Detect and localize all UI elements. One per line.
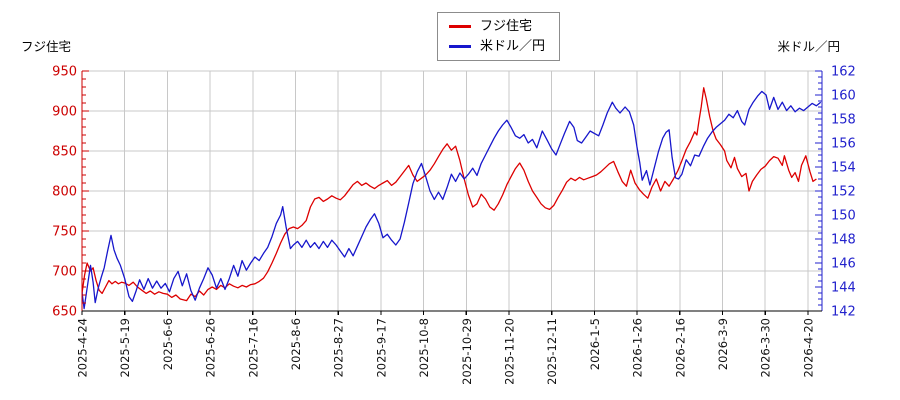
- x-tick-label: 2026-3-30: [759, 318, 773, 378]
- y-tick-label-right: 146: [831, 257, 856, 272]
- y-tick-label-right: 148: [831, 233, 856, 248]
- legend-dash-fuji-icon: [449, 25, 471, 28]
- legend-dash-usdjpy-icon: [449, 45, 471, 48]
- legend-label-usdjpy: 米ドル／円: [480, 39, 546, 54]
- x-tick-label: 2026-1-5: [588, 318, 602, 370]
- legend-item-usdjpy: 米ドル／円: [449, 40, 545, 53]
- series-line-1: [82, 90, 822, 310]
- y-tick-label-left: 750: [52, 225, 77, 240]
- x-tick-label: 2025-4-24: [76, 318, 90, 378]
- right-axis-title: 米ドル／円: [777, 39, 840, 54]
- x-tick-label: 2025-5-19: [118, 318, 132, 378]
- x-tick-label: 2025-6-6: [161, 318, 175, 370]
- legend-label-fuji: フジ住宅: [480, 19, 533, 34]
- x-axis: 2025-4-24 2025-5-19 2025-6-6 2025-6-26 2025-…: [76, 310, 822, 385]
- x-tick-label: 2025-10-29: [460, 318, 474, 385]
- x-tick-label: 2026-4-20: [801, 318, 815, 378]
- x-tick-label: 2025-8-6: [289, 318, 303, 370]
- x-tick-label: 2025-12-11: [545, 318, 559, 385]
- y-tick-label-right: 152: [831, 185, 856, 200]
- y-tick-label-left: 800: [52, 185, 77, 200]
- x-tick-label: 2025-11-20: [503, 318, 517, 385]
- x-tick-label: 2026-2-16: [673, 318, 687, 378]
- y-tick-label-left: 950: [52, 65, 77, 80]
- y-tick-label-right: 156: [831, 137, 856, 152]
- y-tick-label-right: 154: [831, 161, 856, 176]
- left-axis: 950 900 850 800 750 700 650: [52, 65, 89, 320]
- y-tick-label-left: 650: [52, 305, 77, 320]
- y-tick-label-right: 150: [831, 209, 856, 224]
- x-tick-label: 2025-6-26: [204, 318, 218, 378]
- y-tick-label-right: 160: [831, 89, 856, 104]
- series-lines: [82, 87, 822, 310]
- x-tick-label: 2026-1-26: [631, 318, 645, 378]
- x-tick-label: 2026-3-9: [716, 318, 730, 370]
- x-tick-label: 2025-9-17: [374, 318, 388, 378]
- y-tick-label-right: 158: [831, 113, 856, 128]
- series-line-0: [82, 87, 817, 302]
- right-axis: 162 160 158 156 154 152 150 148 146 144 142: [815, 65, 856, 320]
- y-tick-label-right: 142: [831, 305, 856, 320]
- x-tick-label: 2025-10-8: [417, 318, 431, 378]
- left-axis-title: フジ住宅: [21, 39, 72, 54]
- y-tick-label-left: 850: [52, 145, 77, 160]
- y-tick-label-right: 144: [831, 281, 856, 296]
- x-tick-label: 2025-7-16: [246, 318, 260, 378]
- legend-item-fuji: フジ住宅: [449, 20, 545, 33]
- legend: フジ住宅 米ドル／円: [437, 12, 561, 61]
- x-tick-label: 2025-8-27: [332, 318, 346, 378]
- y-tick-label-left: 700: [52, 265, 77, 280]
- y-tick-label-left: 900: [52, 105, 77, 120]
- y-tick-label-right: 162: [831, 65, 856, 80]
- gridlines: [82, 70, 822, 311]
